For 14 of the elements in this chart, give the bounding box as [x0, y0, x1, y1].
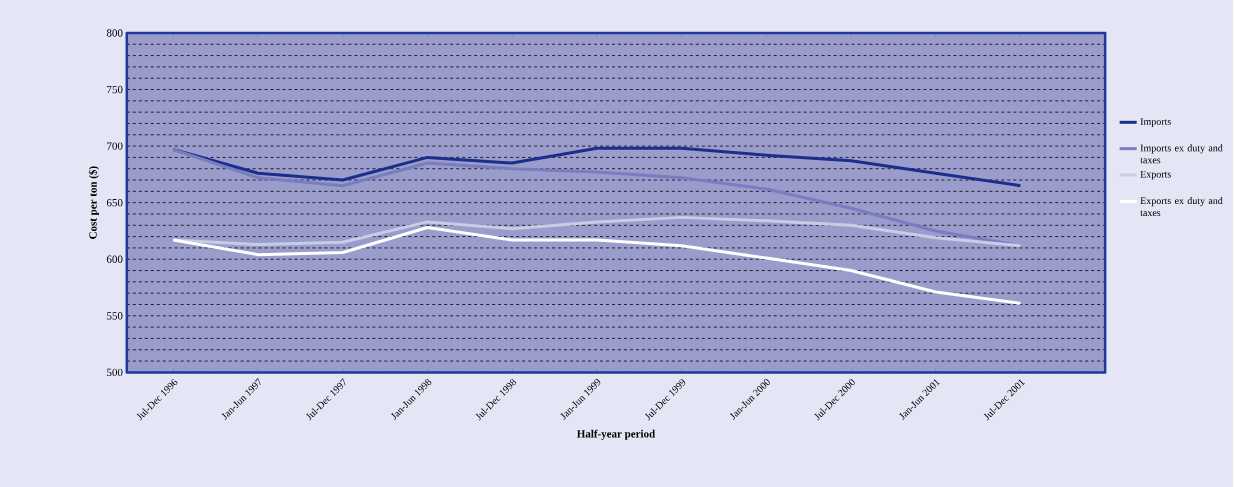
y-tick-label: 550: [107, 312, 123, 320]
legend-label: Exports ex duty and taxes: [1140, 196, 1223, 216]
y-tick-label: 800: [106, 29, 123, 37]
y-tick-label: 650: [106, 198, 123, 207]
y-tick-label: 700: [107, 142, 123, 150]
y-tick-label: 600: [106, 255, 123, 263]
y-axis-title: Cost per ton ($): [88, 166, 99, 239]
legend-label: Imports: [1140, 118, 1171, 127]
line-series: [171, 225, 1022, 305]
x-axis-title: Half-year period: [576, 429, 656, 440]
legend-label: Exports: [1140, 170, 1171, 180]
legend-label: Imports ex duty and taxes: [1140, 144, 1223, 164]
y-tick-label: 500: [107, 368, 123, 376]
y-tick-label: 750: [107, 85, 123, 94]
